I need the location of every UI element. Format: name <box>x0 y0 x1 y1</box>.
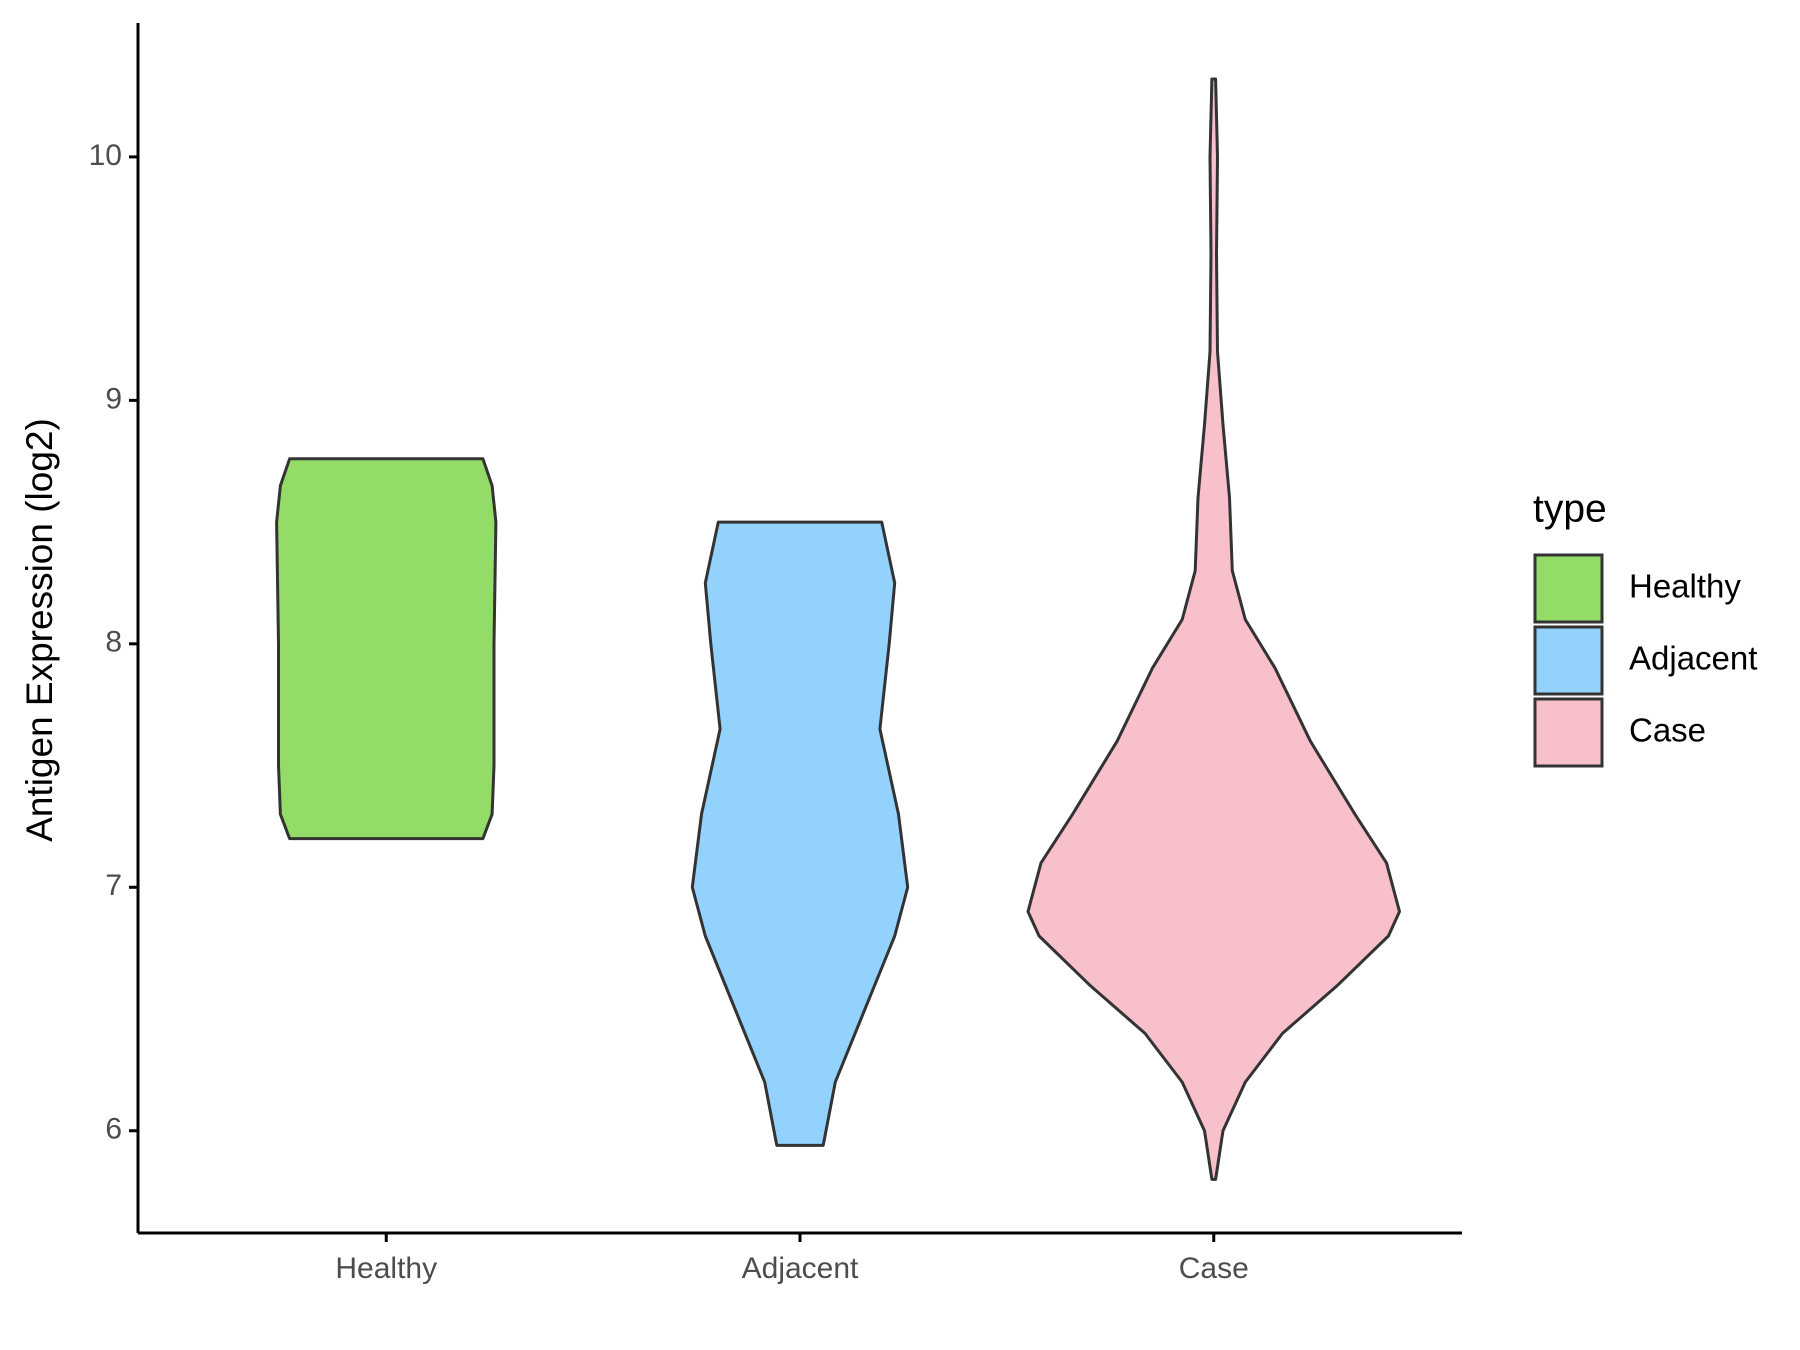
violin <box>1026 77 1401 1181</box>
violin <box>275 457 498 841</box>
x-tick-label: Healthy <box>335 1252 437 1285</box>
y-tick-label: 9 <box>105 382 122 415</box>
legend-label: Adjacent <box>1629 640 1757 677</box>
violin <box>690 520 910 1147</box>
legend-label: Healthy <box>1629 568 1741 605</box>
x-tick-label: Case <box>1179 1252 1249 1285</box>
y-tick-label: 6 <box>105 1113 122 1146</box>
y-tick-label: 8 <box>105 626 122 659</box>
legend-key <box>1533 553 1604 624</box>
y-axis-title: Antigen Expression (log2) <box>19 418 60 842</box>
y-tick-label: 10 <box>89 139 122 172</box>
legend-key <box>1533 625 1604 696</box>
legend-title: type <box>1533 487 1607 530</box>
y-tick-label: 7 <box>105 869 122 902</box>
x-tick-label: Adjacent <box>742 1252 859 1285</box>
legend-key <box>1533 697 1604 768</box>
legend-label: Case <box>1629 712 1706 749</box>
